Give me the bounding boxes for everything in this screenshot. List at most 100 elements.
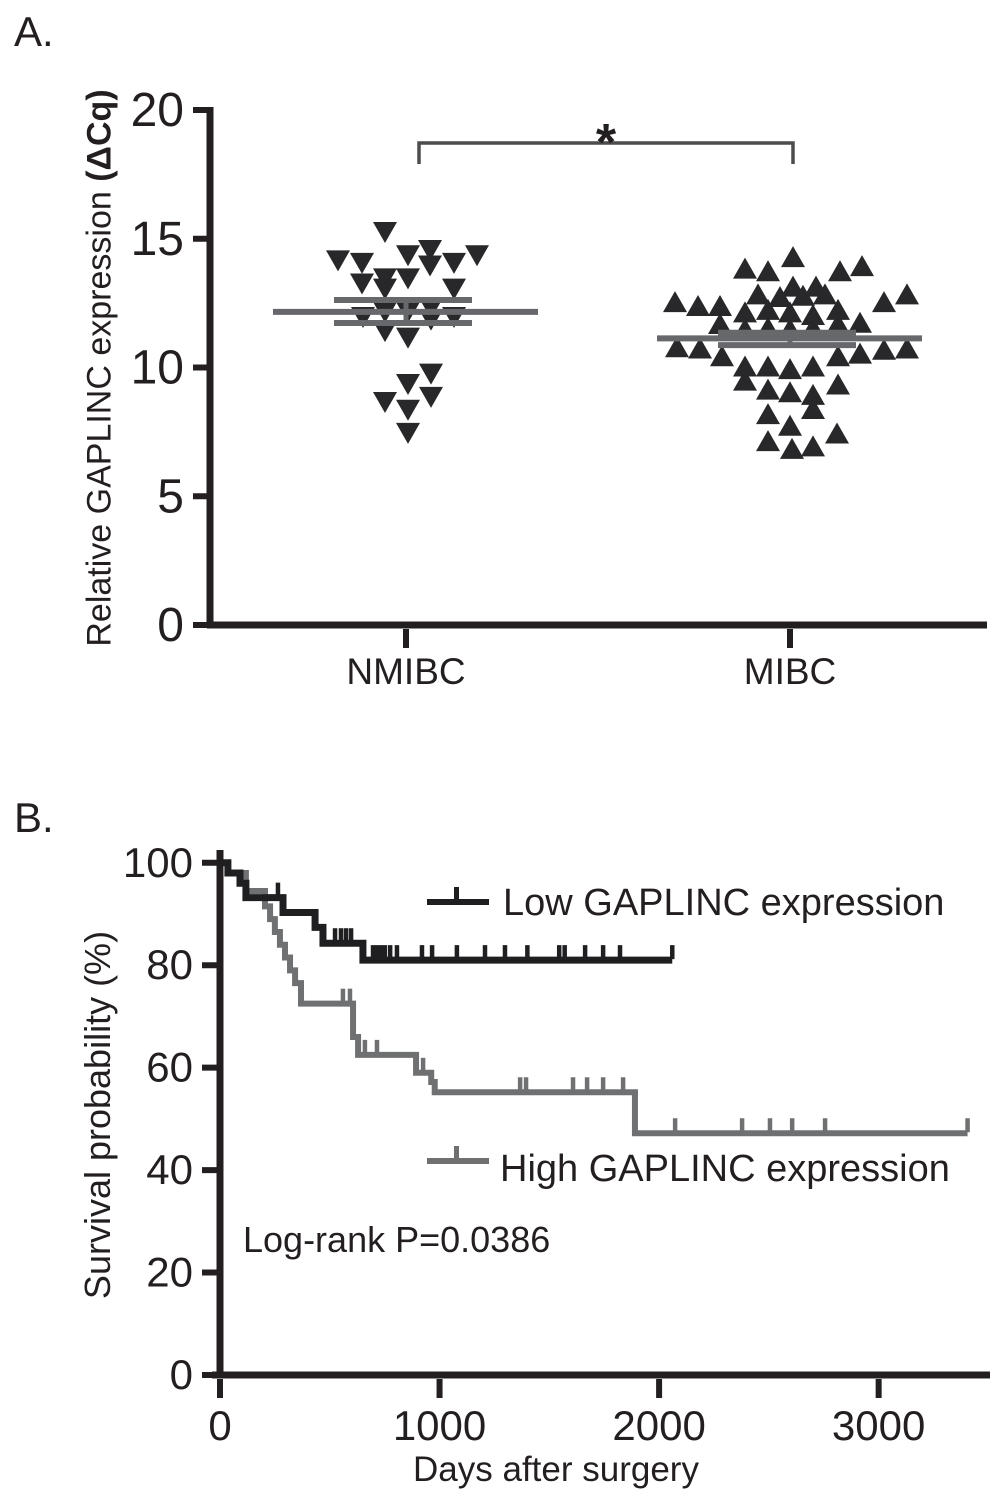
significance-bracket	[417, 141, 795, 164]
data-point-mibc	[780, 437, 804, 459]
panel-a-y-axis-title-text: Relative GAPLINC expression	[80, 181, 119, 647]
data-point-nmibc	[373, 391, 397, 413]
panel-a-y-axis-units: (ΔCq)	[80, 89, 119, 182]
data-point-mibc	[826, 373, 850, 395]
legend-label-low-gaplinc: Low GAPLINC expression	[503, 882, 945, 924]
data-point-nmibc	[396, 268, 420, 290]
data-point-mibc	[895, 337, 919, 359]
data-point-mibc	[801, 304, 825, 325]
data-point-mibc	[825, 422, 849, 444]
data-point-nmibc	[396, 373, 420, 395]
data-point-mibc	[733, 369, 757, 391]
data-point-mibc	[746, 283, 770, 305]
panel-b-x-tick-label: 2000	[612, 1402, 705, 1449]
data-point-mibc	[778, 301, 802, 323]
panel-b-y-tick-label: 80	[146, 941, 193, 988]
data-point-mibc	[850, 255, 874, 277]
data-point-mibc	[801, 383, 825, 405]
category-label-mibc: MIBC	[743, 651, 837, 692]
category-label-nmibc: NMIBC	[346, 651, 466, 692]
data-point-nmibc	[419, 297, 443, 319]
data-point-mibc	[756, 378, 780, 400]
panel-b-y-tick-label: 100	[123, 839, 193, 886]
data-point-nmibc	[373, 321, 397, 343]
data-point-mibc	[801, 355, 825, 377]
panel-b-y-axis-title: Survival probability (%)	[77, 930, 118, 1300]
data-point-mibc	[778, 381, 802, 403]
data-point-mibc	[686, 294, 710, 316]
data-point-mibc	[801, 397, 825, 419]
data-point-mibc	[848, 342, 872, 364]
data-point-mibc	[756, 430, 780, 452]
panel-b-y-tick-label: 20	[146, 1249, 193, 1296]
data-point-mibc	[778, 358, 802, 380]
legend-marker-low-curve	[427, 887, 489, 905]
legend-marker-low-censor-tick	[454, 887, 459, 905]
panel-b-x-axis-title: Days after surgery	[413, 1450, 699, 1489]
data-point-mibc	[665, 336, 689, 358]
panel-a-y-tick-label: 5	[157, 470, 184, 523]
data-point-nmibc	[396, 327, 420, 349]
data-point-mibc	[778, 414, 802, 436]
data-point-mibc	[826, 313, 850, 335]
panel-a-y-tick-label: 20	[131, 84, 184, 137]
data-point-mibc	[756, 298, 780, 320]
data-point-nmibc	[442, 252, 466, 274]
panel-a-label: A.	[14, 8, 54, 55]
data-point-nmibc	[350, 252, 374, 274]
legend-marker-high-line	[427, 1158, 489, 1164]
data-point-mibc	[813, 283, 837, 305]
data-point-nmibc	[373, 222, 397, 244]
data-point-nmibc	[419, 386, 443, 408]
panel-b-y-tick-label: 60	[146, 1044, 193, 1091]
panel-b-y-tick-label: 40	[146, 1146, 193, 1193]
data-point-nmibc	[326, 250, 350, 272]
data-point-nmibc	[442, 278, 466, 300]
data-point-nmibc	[396, 399, 420, 421]
data-point-nmibc	[465, 245, 489, 267]
legend-label-high-gaplinc: High GAPLINC expression	[500, 1148, 950, 1190]
data-point-mibc	[756, 260, 780, 282]
data-point-mibc	[756, 403, 780, 425]
data-point-mibc	[756, 355, 780, 377]
data-point-mibc	[781, 275, 805, 297]
data-point-nmibc	[396, 422, 420, 444]
data-point-mibc	[848, 311, 872, 333]
panel-a-y-tick-label: 15	[131, 213, 184, 266]
data-point-mibc	[663, 291, 687, 313]
data-point-mibc	[733, 355, 757, 377]
data-point-mibc	[710, 345, 734, 367]
panel-b-y-tick-label: 0	[170, 1351, 193, 1398]
data-point-mibc	[826, 298, 850, 320]
legend-marker-low-line	[427, 899, 489, 905]
data-point-mibc	[781, 246, 805, 268]
survival-curve-low	[220, 859, 673, 964]
data-point-nmibc	[418, 255, 442, 277]
data-point-mibc	[826, 345, 850, 367]
panel-a-y-tick-label: 0	[157, 599, 184, 652]
data-point-nmibc	[373, 278, 397, 300]
data-point-mibc	[895, 283, 919, 305]
legend-marker-high-censor-tick	[454, 1146, 459, 1164]
data-point-mibc	[791, 284, 815, 306]
data-point-mibc	[801, 435, 825, 457]
panel-a-y-axis-title: Relative GAPLINC expression (ΔCq)	[81, 89, 120, 646]
data-point-mibc	[733, 301, 757, 323]
log-rank-p-value: Log-rank P=0.0386	[243, 1219, 551, 1260]
data-point-mibc	[708, 294, 732, 316]
data-point-mibc	[768, 285, 792, 307]
panel-b-x-tick-label: 0	[208, 1402, 231, 1449]
panel-a-y-tick-label: 10	[131, 342, 184, 395]
panel-b-label: B.	[14, 794, 54, 841]
data-point-mibc	[872, 291, 896, 313]
panel-b-x-tick-label: 3000	[832, 1402, 925, 1449]
significance-asterisk: *	[596, 114, 617, 172]
data-point-nmibc	[350, 273, 374, 295]
panel-b-x-tick-label: 1000	[393, 1402, 486, 1449]
data-point-mibc	[828, 260, 852, 282]
data-point-mibc	[733, 257, 757, 279]
data-point-mibc	[708, 313, 732, 335]
data-point-mibc	[688, 337, 712, 359]
